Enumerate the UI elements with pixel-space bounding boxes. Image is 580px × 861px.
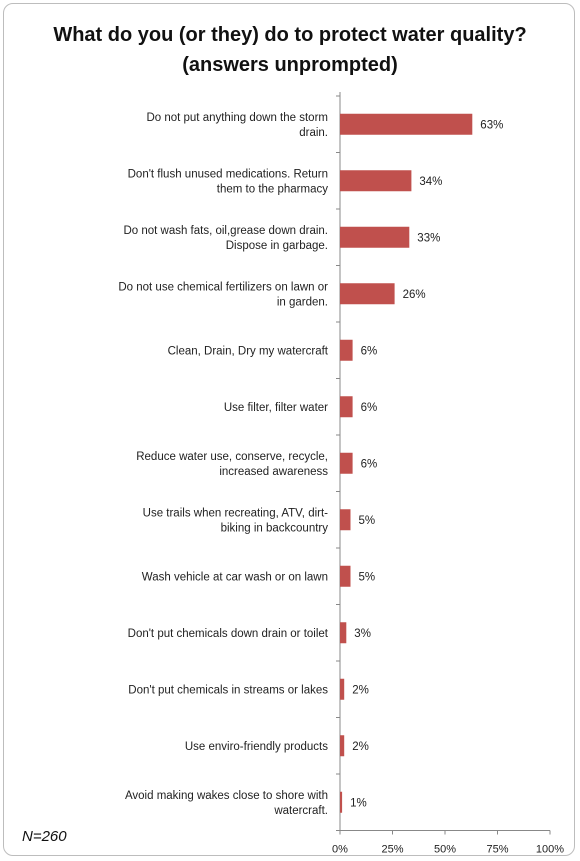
category-label: Don't put chemicals down drain or toilet xyxy=(128,628,329,640)
category-label: Wash vehicle at car wash or on lawn xyxy=(142,571,328,583)
data-label: 63% xyxy=(480,119,503,131)
category-label: Reduce water use, conserve, recycle, incr… xyxy=(136,451,328,478)
chart-title: What do you (or they) do to protect wate… xyxy=(53,24,527,76)
category-label: Avoid making wakes close to shore with wa… xyxy=(125,790,328,817)
data-label: 6% xyxy=(361,402,378,414)
category-label: Clean, Drain, Dry my watercraft xyxy=(168,345,329,357)
category-label: Use trails when recreating, ATV, dirt-bi… xyxy=(143,507,329,534)
data-label: 2% xyxy=(352,684,369,696)
category-label: Do not wash fats, oil,grease down drain.… xyxy=(123,225,328,252)
bar xyxy=(340,113,473,135)
category-label: Use enviro-friendly products xyxy=(185,741,328,753)
bar xyxy=(340,678,345,700)
x-tick-label: 50% xyxy=(434,844,456,856)
bar xyxy=(340,226,410,248)
bar xyxy=(340,396,353,418)
data-label: 5% xyxy=(359,515,376,527)
data-label: 26% xyxy=(403,289,426,301)
bar xyxy=(340,622,347,644)
bar xyxy=(340,565,351,587)
data-label: 33% xyxy=(417,232,440,244)
bar xyxy=(340,283,395,305)
data-label: 6% xyxy=(361,458,378,470)
chart-frame xyxy=(3,3,575,856)
x-tick-label: 25% xyxy=(381,844,403,856)
category-label: Use filter, filter water xyxy=(224,402,328,414)
x-tick-label: 75% xyxy=(486,844,508,856)
bar xyxy=(340,791,343,813)
data-label: 3% xyxy=(354,628,371,640)
category-label: Do not put anything down the storm drain. xyxy=(146,112,328,139)
bar xyxy=(340,170,412,192)
data-label: 6% xyxy=(361,345,378,357)
data-label: 34% xyxy=(419,176,442,188)
data-label: 1% xyxy=(350,797,367,809)
bar xyxy=(340,339,353,361)
data-label: 5% xyxy=(359,571,376,583)
bar xyxy=(340,735,345,757)
x-tick-label: 0% xyxy=(332,844,348,856)
data-label: 2% xyxy=(352,741,369,753)
sample-size-note: N=260 xyxy=(22,828,67,845)
bar xyxy=(340,452,353,474)
x-tick-label: 100% xyxy=(536,844,564,856)
category-label: Do not use chemical fertilizers on lawn … xyxy=(118,281,328,308)
category-label: Don't put chemicals in streams or lakes xyxy=(128,684,328,696)
category-label: Don't flush unused medications. Return th… xyxy=(128,168,329,195)
bar xyxy=(340,509,351,531)
